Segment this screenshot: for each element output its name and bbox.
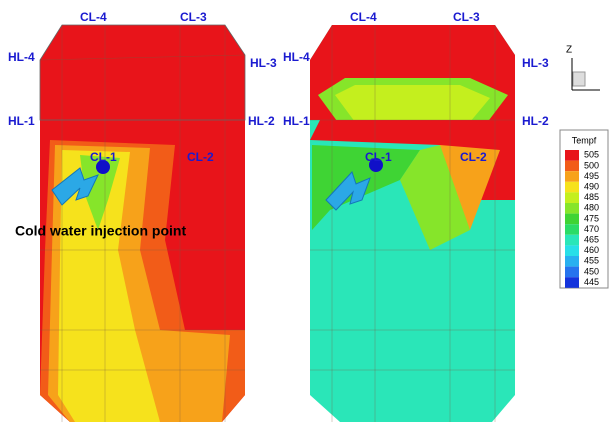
legend-swatch — [565, 235, 579, 246]
legend-title: Tempf — [572, 135, 597, 145]
label: HL-3 — [250, 56, 277, 70]
legend-label: 490 — [584, 181, 599, 191]
legend-swatch — [565, 277, 579, 288]
legend-label: 505 — [584, 150, 599, 160]
legend-swatch — [565, 267, 579, 278]
label: HL-1 — [8, 114, 35, 128]
legend-swatch — [565, 150, 579, 161]
label: CL-2 — [460, 150, 487, 164]
axis-icon: Z — [566, 45, 600, 90]
legend-swatch — [565, 214, 579, 225]
legend-swatch — [565, 256, 579, 267]
label: CL-2 — [187, 150, 214, 164]
label: HL-3 — [522, 56, 549, 70]
legend-label: 485 — [584, 192, 599, 202]
label: CL-3 — [453, 10, 480, 24]
label: CL-1 — [365, 150, 392, 164]
label: HL-4 — [283, 50, 310, 64]
label: HL-2 — [248, 114, 275, 128]
label: HL-1 — [283, 114, 310, 128]
label: HL-2 — [522, 114, 549, 128]
legend-label: 455 — [584, 256, 599, 266]
label: HL-4 — [8, 50, 35, 64]
legend-label: 480 — [584, 203, 599, 213]
figure: CL-4 CL-3 HL-4 HL-3 HL-1 HL-2 CL-1 CL-2 … — [0, 0, 611, 427]
label: CL-4 — [350, 10, 377, 24]
legend-label: 500 — [584, 160, 599, 170]
legend-swatch — [565, 182, 579, 193]
legend-label: 445 — [584, 277, 599, 287]
legend-label: 470 — [584, 224, 599, 234]
legend-label: 450 — [584, 266, 599, 276]
legend-swatch — [565, 203, 579, 214]
label: CL-4 — [80, 10, 107, 24]
legend-label: 465 — [584, 234, 599, 244]
annotation: Cold water injection point — [15, 223, 186, 239]
legend-label: 475 — [584, 213, 599, 223]
legend-swatch — [565, 224, 579, 235]
legend-swatch — [565, 161, 579, 172]
inner-top-2 — [335, 85, 490, 122]
legend-label: 495 — [584, 171, 599, 181]
legend-swatch — [565, 171, 579, 182]
label: CL-3 — [180, 10, 207, 24]
legend-label: 460 — [584, 245, 599, 255]
axis-label: Z — [566, 45, 572, 56]
axis-box — [573, 72, 585, 86]
right-model — [310, 25, 515, 422]
legend-swatch — [565, 192, 579, 203]
legend-swatch — [565, 245, 579, 256]
label: CL-1 — [90, 150, 117, 164]
